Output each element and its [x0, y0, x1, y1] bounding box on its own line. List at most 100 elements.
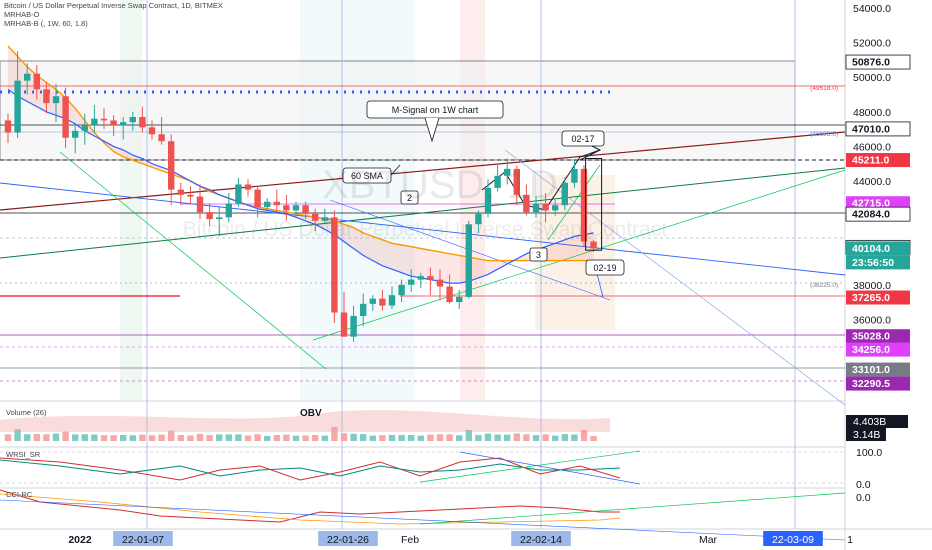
time-tick-highlight [763, 531, 823, 546]
trendline-green-support[interactable] [312, 169, 846, 341]
wave-2-label[interactable] [400, 190, 419, 205]
candle-body[interactable] [321, 217, 328, 221]
sma-callout[interactable] [342, 167, 392, 184]
candle-body[interactable] [235, 184, 242, 204]
price-tick-label: 54000.0 [853, 3, 891, 15]
price-tick-label: 52000.0 [853, 38, 891, 50]
volume-bar [446, 434, 453, 441]
candle-body[interactable] [340, 312, 348, 337]
candle-body[interactable] [24, 73, 31, 81]
candle-body[interactable] [264, 201, 271, 207]
candle-body[interactable] [177, 189, 184, 195]
candle-body[interactable] [331, 217, 338, 313]
indicator-label-1: MRHAB-O [4, 10, 40, 19]
candle-body[interactable] [81, 125, 88, 131]
candle-body[interactable] [110, 120, 117, 126]
trendline-green-down[interactable] [59, 151, 327, 370]
volume-bar [331, 427, 338, 441]
trendline-dark-red[interactable] [0, 131, 846, 211]
sma60-line[interactable] [7, 45, 594, 262]
candle-body[interactable] [100, 118, 108, 121]
candle-body[interactable] [408, 279, 415, 285]
candle-body[interactable] [283, 205, 290, 211]
candle-body[interactable] [417, 276, 424, 280]
candle-body[interactable] [552, 205, 559, 211]
candle-body[interactable] [72, 130, 79, 138]
candle-body[interactable] [273, 201, 280, 206]
candle-body[interactable] [484, 187, 492, 214]
candle-body[interactable] [436, 279, 444, 287]
candle-body[interactable] [52, 96, 60, 104]
candle-body[interactable] [91, 118, 98, 126]
candle-body[interactable] [571, 168, 578, 183]
candle-body[interactable] [590, 241, 597, 249]
wrsi-tick-100: 100.0 [856, 447, 882, 459]
fast-ma-line[interactable] [7, 88, 594, 284]
candle-body[interactable] [187, 194, 194, 197]
candle-body[interactable] [244, 184, 252, 190]
volume-bar [427, 434, 434, 441]
candle-body[interactable] [542, 203, 549, 211]
candle-body[interactable] [561, 182, 568, 206]
candle-body[interactable] [475, 213, 482, 225]
volume-bar [4, 434, 12, 441]
candle-body[interactable] [504, 168, 511, 176]
time-axis[interactable]: 2022 22-01-07 22-01-26 Feb 22-02-14 Mar 22-03-… [68, 531, 853, 546]
candle-body[interactable] [120, 122, 127, 126]
candle-body[interactable] [398, 284, 405, 296]
candle-body[interactable] [580, 168, 588, 242]
date-0219-callout[interactable] [585, 259, 625, 276]
candle-body[interactable] [456, 296, 463, 303]
volume-bar [254, 434, 261, 441]
candle-body[interactable] [254, 189, 261, 207]
time-tick-label: 22-01-07 [122, 534, 164, 546]
candle-body[interactable] [62, 96, 69, 138]
candle-body[interactable] [532, 203, 540, 213]
price-axis[interactable]: 54000.0 52000.0 50000.0 48000.0 46000.0 44000… [853, 3, 891, 326]
candle-body[interactable] [494, 175, 501, 188]
candle-body[interactable] [360, 303, 367, 316]
candle-body[interactable] [139, 116, 146, 128]
candle-body[interactable] [446, 286, 453, 303]
trendline-blue[interactable] [0, 182, 846, 276]
price-tag-label: 42084.0 [852, 209, 890, 221]
cci-trend-green [419, 492, 846, 525]
candle-body[interactable] [196, 196, 204, 213]
price-tick-label: 36000.0 [853, 314, 891, 326]
candle-body[interactable] [312, 213, 319, 221]
candle-body[interactable] [14, 80, 21, 133]
candle-body[interactable] [513, 168, 520, 195]
candle-body[interactable] [465, 224, 472, 297]
candle-body[interactable] [225, 203, 232, 218]
candle-body[interactable] [523, 194, 530, 213]
volume-bar [552, 435, 559, 441]
volume-pane[interactable] [0, 410, 610, 441]
trendline-dark-green[interactable] [0, 167, 846, 259]
candle-body[interactable] [43, 89, 50, 104]
candle-body[interactable] [427, 276, 434, 280]
candle-body[interactable] [216, 217, 223, 220]
price-tag-label: 35028.0 [852, 331, 890, 343]
volume-bar [360, 434, 367, 441]
candle-body[interactable] [350, 315, 357, 337]
wave-3-label[interactable] [529, 247, 548, 262]
candle-body[interactable] [158, 134, 165, 142]
trendline-green-short[interactable] [547, 164, 601, 241]
candle-body[interactable] [379, 298, 386, 306]
candle-body[interactable] [148, 127, 156, 135]
candle-body[interactable] [206, 212, 213, 220]
cci-pane[interactable] [0, 489, 846, 541]
candle-body[interactable] [168, 141, 175, 190]
candle-body[interactable] [388, 295, 396, 306]
candle-body[interactable] [292, 205, 300, 211]
candle-body[interactable] [369, 298, 376, 304]
price-tag-label: 33101.0 [852, 364, 890, 376]
date-0217-callout[interactable] [561, 130, 605, 147]
candle-body[interactable] [302, 205, 309, 214]
candle-body[interactable] [129, 116, 136, 123]
candle-body[interactable] [4, 120, 12, 133]
last-candle-box[interactable] [585, 158, 603, 251]
candle-body[interactable] [33, 73, 40, 90]
wrsi-pane[interactable] [0, 450, 845, 485]
